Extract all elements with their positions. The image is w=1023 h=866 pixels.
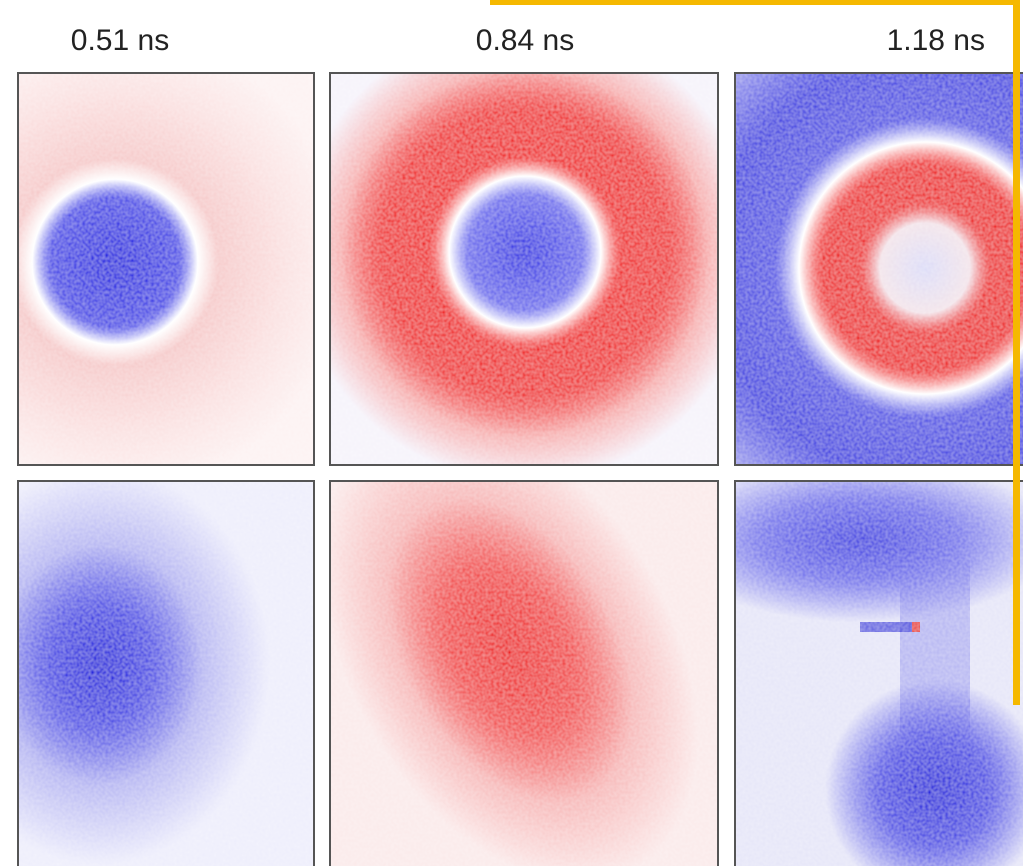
- column-label: 1.18 ns: [887, 24, 985, 57]
- heatmap-panel: [18, 481, 314, 866]
- heatmap-panel: [330, 481, 718, 866]
- heatmap-panel: [735, 481, 1023, 866]
- highlight-border: [490, 0, 1020, 5]
- heatmap-panel: [18, 73, 314, 465]
- heatmap-panel: [330, 73, 718, 465]
- column-label: 0.51 ns: [71, 24, 169, 57]
- panels: [18, 73, 1023, 866]
- highlight-border: [1013, 0, 1020, 705]
- column-label: 0.84 ns: [476, 24, 574, 57]
- figure: 0.51 ns 0.84 ns 1.18 ns: [0, 0, 1023, 866]
- heatmap-panel: [735, 73, 1023, 465]
- page: 0.51 ns 0.84 ns 1.18 ns (() => { const d…: [0, 0, 1023, 866]
